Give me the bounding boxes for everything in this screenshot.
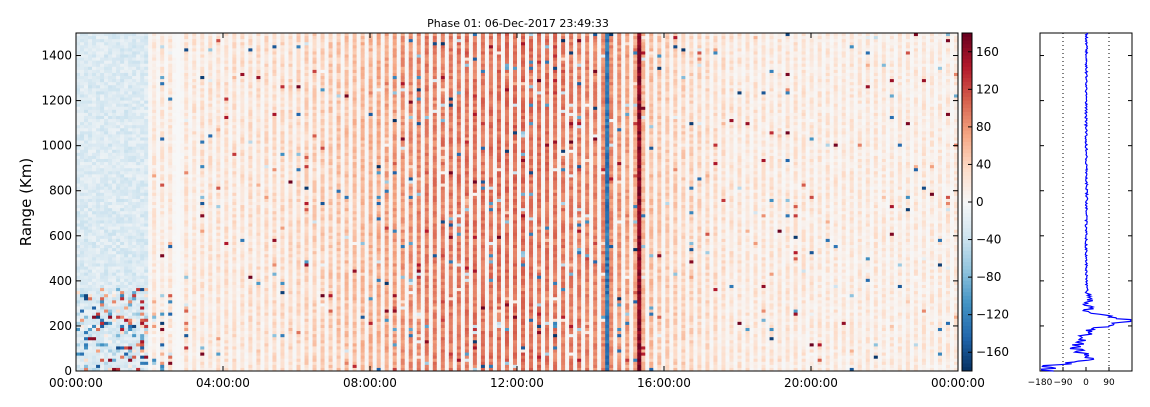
chart-title: Phase 01: 06-Dec-2017 23:49:33 bbox=[427, 17, 609, 30]
y-tick-label: 200 bbox=[49, 319, 72, 333]
y-tick-label: 1200 bbox=[41, 94, 72, 108]
colorbar-tick-label: −40 bbox=[976, 233, 1001, 247]
profile-x-tick-label: −180 bbox=[1028, 378, 1053, 388]
colorbar-tick-label: 40 bbox=[976, 157, 991, 171]
x-tick-label: 16:00:00 bbox=[637, 376, 691, 390]
profile-x-tick-label: 0 bbox=[1083, 378, 1089, 388]
y-tick-label: 1000 bbox=[41, 139, 72, 153]
y-tick-label: 1400 bbox=[41, 49, 72, 63]
x-tick-label: 04:00:00 bbox=[196, 376, 250, 390]
y-tick-label: 800 bbox=[49, 184, 72, 198]
colorbar-tick-label: −80 bbox=[976, 270, 1001, 284]
colorbar-tick-label: −120 bbox=[976, 308, 1009, 322]
y-tick-label: 400 bbox=[49, 274, 72, 288]
x-tick-label: 08:00:00 bbox=[343, 376, 397, 390]
colorbar-tick-label: −160 bbox=[976, 345, 1009, 359]
heatmap-cells bbox=[76, 33, 958, 371]
y-axis-label: Range (Km) bbox=[17, 158, 35, 246]
colorbar: 160 120 80 40 0 −40 −80 −120 −160 bbox=[962, 33, 1009, 372]
x-tick-label: 12:00:00 bbox=[490, 376, 544, 390]
y-tick-label: 600 bbox=[49, 229, 72, 243]
colorbar-tick-label: 80 bbox=[976, 120, 991, 134]
profile-x-tick-label: 90 bbox=[1103, 378, 1115, 388]
x-tick-label: 00:00:00 bbox=[49, 376, 103, 390]
colorbar-tick-label: 120 bbox=[976, 82, 999, 96]
profile-axes: −180 −90 0 90 bbox=[1028, 33, 1132, 388]
x-tick-label: 00:00:00 bbox=[931, 376, 985, 390]
colorbar-tick-label: 160 bbox=[976, 45, 999, 59]
y-tick-label: 0 bbox=[64, 364, 72, 378]
profile-x-tick-label: −90 bbox=[1054, 378, 1073, 388]
x-tick-label: 20:00:00 bbox=[784, 376, 838, 390]
colorbar-tick-label: 0 bbox=[976, 195, 984, 209]
